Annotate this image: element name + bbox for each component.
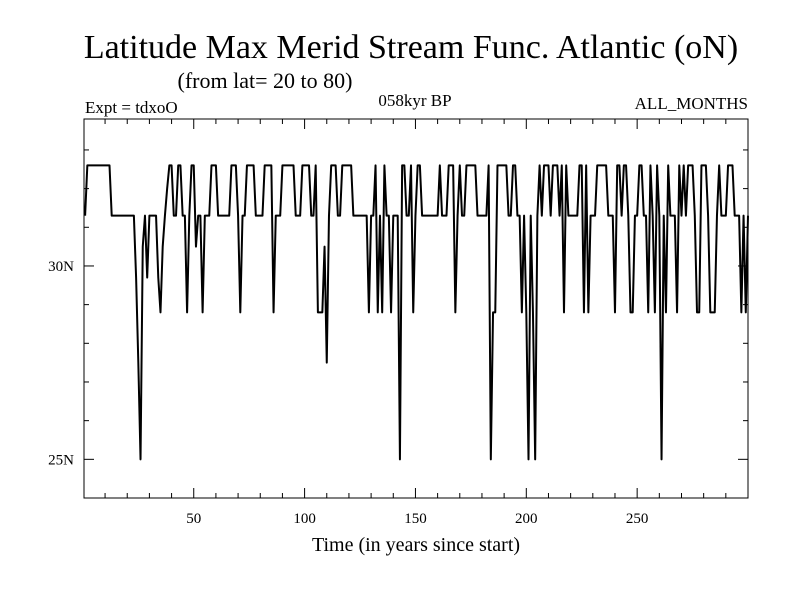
plot-frame: [83, 118, 749, 499]
x-tick-label: 50: [186, 511, 201, 527]
x-axis: 50 100 150 200 250: [104, 119, 727, 527]
x-axis-label: Time (in years since start): [312, 534, 520, 556]
months-label: ALL_MONTHS: [635, 94, 748, 113]
x-tick-label: 200: [515, 511, 538, 527]
series-group: [84, 164, 749, 461]
chart-subtitle: (from lat= 20 to 80): [178, 68, 353, 93]
x-tick-label: 100: [293, 511, 316, 527]
y-tick-label: 30N: [48, 259, 74, 275]
y-tick-label: 25N: [48, 452, 74, 468]
period-label: 058kyr BP: [378, 91, 451, 110]
x-tick-label: 150: [404, 511, 427, 527]
x-tick-label: 250: [626, 511, 649, 527]
series-line-1: [84, 164, 749, 461]
experiment-label: Expt = tdxoO: [85, 98, 178, 117]
chart-title: Latitude Max Merid Stream Func. Atlantic…: [84, 29, 738, 66]
